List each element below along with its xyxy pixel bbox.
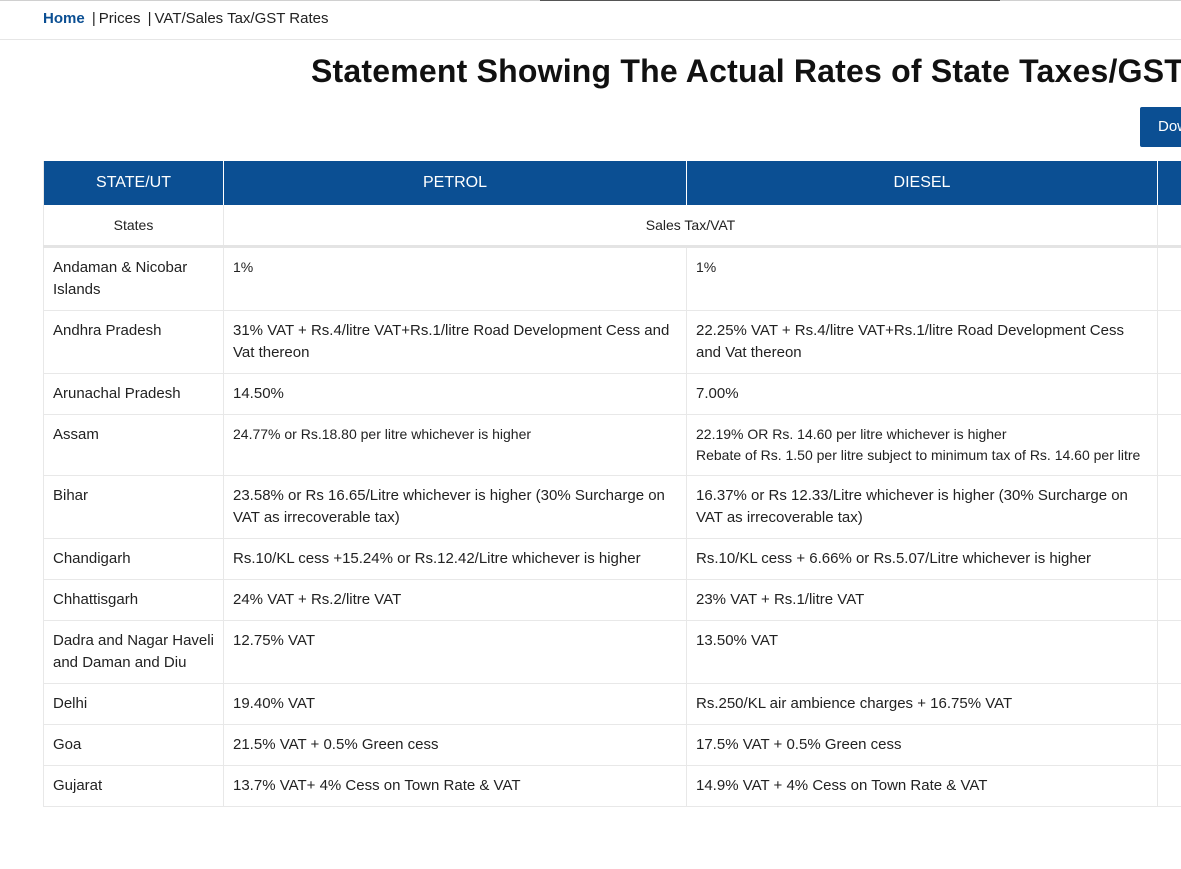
page-title: Statement Showing The Actual Rates of St… [311,53,1181,89]
state-cell: Goa [43,724,224,766]
petrol-cell: 24.77% or Rs.18.80 per litre whichever i… [223,414,687,476]
petrol-cell: Rs.10/KL cess +15.24% or Rs.12.42/Litre … [223,538,687,580]
petrol-cell: 14.50% [223,373,687,415]
state-cell: Gujarat [43,765,224,807]
subheader-sales-tax: Sales Tax/VAT [223,205,1158,248]
extra-cell [1157,620,1181,684]
extra-cell [1157,414,1181,476]
extra-cell [1157,683,1181,725]
download-button[interactable]: Download [1140,107,1181,147]
header-extra [1157,161,1181,205]
diesel-cell: 22.25% VAT + Rs.4/litre VAT+Rs.1/litre R… [686,310,1158,374]
tax-rates-table: STATE/UT PETROL DIESEL States Sales Tax/… [43,161,1181,807]
table-subheader-row: States Sales Tax/VAT [43,205,1181,248]
header-state: STATE/UT [43,161,224,205]
subheader-states: States [43,205,224,248]
breadcrumb-divider [0,39,1181,40]
state-cell: Arunachal Pradesh [43,373,224,415]
diesel-cell: 13.50% VAT [686,620,1158,684]
state-cell: Dadra and Nagar Haveli and Daman and Diu [43,620,224,684]
breadcrumb-current: VAT/Sales Tax/GST Rates [154,10,329,27]
diesel-cell: 1% [686,246,1158,311]
diesel-cell: 17.5% VAT + 0.5% Green cess [686,724,1158,766]
diesel-cell: Rs.10/KL cess + 6.66% or Rs.5.07/Litre w… [686,538,1158,580]
header-diesel: DIESEL [686,161,1158,205]
breadcrumb-separator: | [147,10,152,27]
state-cell: Assam [43,414,224,476]
table-row: Delhi 19.40% VAT Rs.250/KL air ambience … [43,683,1181,725]
extra-cell [1157,310,1181,374]
table-row: Goa 21.5% VAT + 0.5% Green cess 17.5% VA… [43,724,1181,766]
table-row: Gujarat 13.7% VAT+ 4% Cess on Town Rate … [43,765,1181,807]
petrol-cell: 13.7% VAT+ 4% Cess on Town Rate & VAT [223,765,687,807]
diesel-cell: 16.37% or Rs 12.33/Litre whichever is hi… [686,475,1158,539]
petrol-cell: 23.58% or Rs 16.65/Litre whichever is hi… [223,475,687,539]
table-row: Arunachal Pradesh 14.50% 7.00% [43,373,1181,415]
table-row: Andhra Pradesh 31% VAT + Rs.4/litre VAT+… [43,310,1181,374]
petrol-cell: 31% VAT + Rs.4/litre VAT+Rs.1/litre Road… [223,310,687,374]
table-row: Bihar 23.58% or Rs 16.65/Litre whichever… [43,475,1181,539]
top-border [0,0,1181,1]
subheader-extra [1157,205,1181,248]
breadcrumb-separator: | [91,10,96,27]
extra-cell [1157,373,1181,415]
extra-cell [1157,724,1181,766]
state-cell: Chhattisgarh [43,579,224,621]
diesel-rate-text: 22.19% OR Rs. 14.60 per litre whichever … [696,426,1007,442]
extra-cell [1157,538,1181,580]
petrol-cell: 1% [223,246,687,311]
breadcrumb-prices-link[interactable]: Prices [98,10,141,27]
table-row: Chhattisgarh 24% VAT + Rs.2/litre VAT 23… [43,579,1181,621]
table-row: Dadra and Nagar Haveli and Daman and Diu… [43,620,1181,684]
state-cell: Andaman & Nicobar Islands [43,246,224,311]
extra-cell [1157,579,1181,621]
breadcrumb: Home | Prices | VAT/Sales Tax/GST Rates [43,10,329,27]
state-cell: Chandigarh [43,538,224,580]
breadcrumb-home-link[interactable]: Home [43,10,85,27]
petrol-cell: 19.40% VAT [223,683,687,725]
tax-rates-table-container: STATE/UT PETROL DIESEL States Sales Tax/… [43,161,1181,861]
extra-cell [1157,475,1181,539]
header-petrol: PETROL [223,161,687,205]
extra-cell [1157,765,1181,807]
table-header-row: STATE/UT PETROL DIESEL [43,161,1181,205]
diesel-cell: 23% VAT + Rs.1/litre VAT [686,579,1158,621]
state-cell: Andhra Pradesh [43,310,224,374]
table-row: Assam 24.77% or Rs.18.80 per litre which… [43,414,1181,476]
table-row: Andaman & Nicobar Islands 1% 1% [43,246,1181,311]
petrol-cell: 24% VAT + Rs.2/litre VAT [223,579,687,621]
petrol-cell: 12.75% VAT [223,620,687,684]
diesel-cell: 14.9% VAT + 4% Cess on Town Rate & VAT [686,765,1158,807]
diesel-cell: 22.19% OR Rs. 14.60 per litre whichever … [686,414,1158,476]
state-cell: Delhi [43,683,224,725]
extra-cell [1157,246,1181,311]
diesel-cell: 7.00% [686,373,1158,415]
diesel-rebate-note: Rebate of Rs. 1.50 per litre subject to … [696,447,1141,463]
diesel-cell: Rs.250/KL air ambience charges + 16.75% … [686,683,1158,725]
table-row: Chandigarh Rs.10/KL cess +15.24% or Rs.1… [43,538,1181,580]
petrol-cell: 21.5% VAT + 0.5% Green cess [223,724,687,766]
state-cell: Bihar [43,475,224,539]
